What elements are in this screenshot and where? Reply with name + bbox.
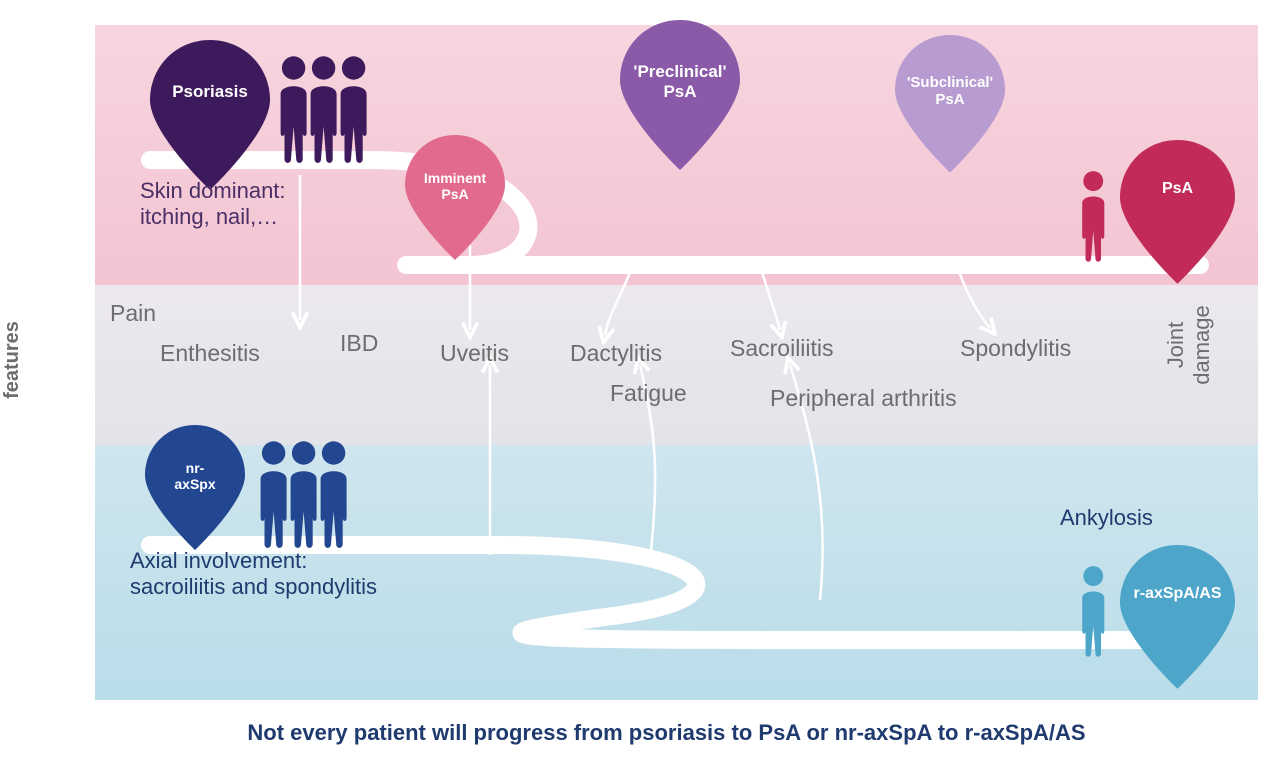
feature-fatigue: Fatigue — [610, 380, 687, 407]
feature-uveitis: Uveitis — [440, 340, 509, 367]
label-common-features: Common SpA features — [0, 280, 24, 440]
caption-axial-involvement: Axial involvement:sacroiliitis and spond… — [130, 548, 377, 600]
pin-nraxspx: nr-axSpx — [145, 425, 245, 550]
feature-dactylitis: Dactylitis — [570, 340, 662, 367]
label-joint-damage: Jointdamage — [1163, 280, 1215, 410]
feature-spondylitis: Spondylitis — [960, 335, 1071, 362]
feature-peripheral-arthritis: Peripheral arthritis — [770, 385, 957, 412]
caption-skin-dominant: Skin dominant:itching, nail,… — [140, 178, 286, 230]
pin-subclinical: 'Subclinical'PsA — [895, 35, 1005, 173]
banner-text: Not every patient will progress from pso… — [247, 720, 1085, 746]
feature-sacroiliitis: Sacroiliitis — [730, 335, 834, 362]
progression-banner: Not every patient will progress from pso… — [110, 708, 1258, 758]
pin-raxspa: r-axSpA/AS — [1120, 545, 1235, 689]
pin-psoriasis: Psoriasis — [150, 40, 270, 190]
caption-ankylosis: Ankylosis — [1060, 505, 1153, 531]
banner-arrowhead-icon — [1223, 708, 1258, 758]
pin-preclinical: 'Preclinical'PsA — [620, 20, 740, 170]
band-common — [95, 285, 1258, 445]
pin-imminent: ImminentPsA — [405, 135, 505, 260]
feature-enthesitis: Enthesitis — [160, 340, 260, 367]
feature-ibd: IBD — [340, 330, 378, 357]
pin-psa: PsA — [1120, 140, 1235, 284]
diagram-stage: Peripheral SpA Common SpA features Axial… — [0, 0, 1283, 769]
feature-pain: Pain — [110, 300, 156, 327]
